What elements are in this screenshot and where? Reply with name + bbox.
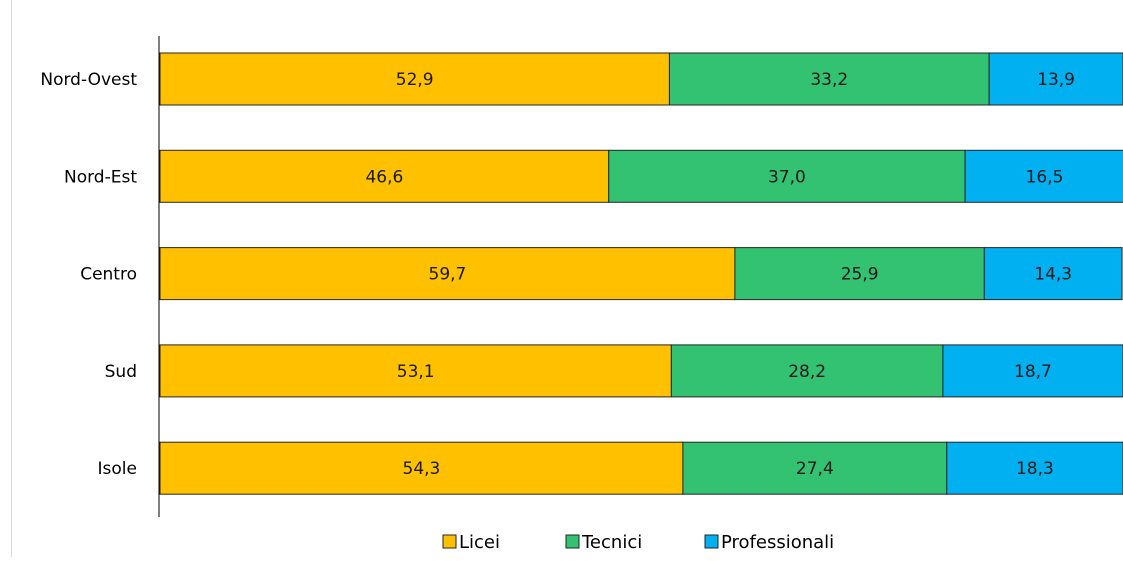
bar-segment-professionali-nord-ovest [988,52,1123,106]
bar-segment-licei-sud [159,344,672,398]
bar-segment-licei-nord-est [159,149,610,203]
category-label-centro: Centro [80,265,137,285]
data-label-professionali-sud: 18,7 [1014,362,1052,382]
legend: Licei Tecnici Professionali [442,532,834,553]
data-label-licei-centro: 59,7 [429,265,467,285]
data-label-professionali-nord-ovest: 13,9 [1037,70,1075,90]
legend-label-tecnici: Tecnici [581,532,642,553]
bar-segment-licei-isole [159,441,684,495]
data-label-licei-nord-est: 46,6 [365,167,403,187]
category-label-nord-est: Nord-Est [64,167,137,187]
legend-label-professionali: Professionali [721,532,834,553]
bars-layer: 52,9 33,2 13,9 46,6 37,0 16,5 59,7 25,9 14,3 53,1… [159,52,1123,495]
bar-segment-licei-nord-ovest [159,52,670,106]
bar-segment-tecnici-sud [670,344,944,398]
data-label-licei-nord-ovest: 52,9 [396,70,434,90]
legend-swatch-tecnici [565,534,580,549]
legend-label-licei: Licei [459,532,500,553]
data-label-professionali-nord-est: 16,5 [1026,167,1064,187]
data-label-professionali-isole: 18,3 [1016,459,1054,479]
category-label-sud: Sud [105,362,137,382]
data-label-tecnici-isole: 27,4 [796,459,834,479]
legend-swatch-professionali [704,534,719,549]
bar-segment-tecnici-centro [734,247,985,301]
bar-segment-tecnici-isole [682,441,948,495]
data-label-tecnici-nord-ovest: 33,2 [810,70,848,90]
bar-segment-professionali-centro [983,247,1123,301]
category-label-isole: Isole [98,459,137,479]
left-frame-line [11,0,12,557]
data-label-tecnici-centro: 25,9 [841,265,879,285]
category-labels: Nord-Ovest Nord-Est Centro Sud Isole [40,70,137,479]
data-label-professionali-centro: 14,3 [1034,265,1072,285]
bar-segment-tecnici-nord-ovest [668,52,990,106]
data-label-licei-isole: 54,3 [403,459,441,479]
category-label-nord-ovest: Nord-Ovest [40,70,137,90]
data-label-licei-sud: 53,1 [397,362,435,382]
data-label-tecnici-sud: 28,2 [788,362,826,382]
legend-swatch-licei [442,534,457,549]
bar-segment-tecnici-nord-est [608,149,966,203]
data-label-tecnici-nord-est: 37,0 [768,167,806,187]
bar-segment-professionali-isole [946,441,1123,495]
bar-segment-professionali-nord-est [964,149,1123,203]
